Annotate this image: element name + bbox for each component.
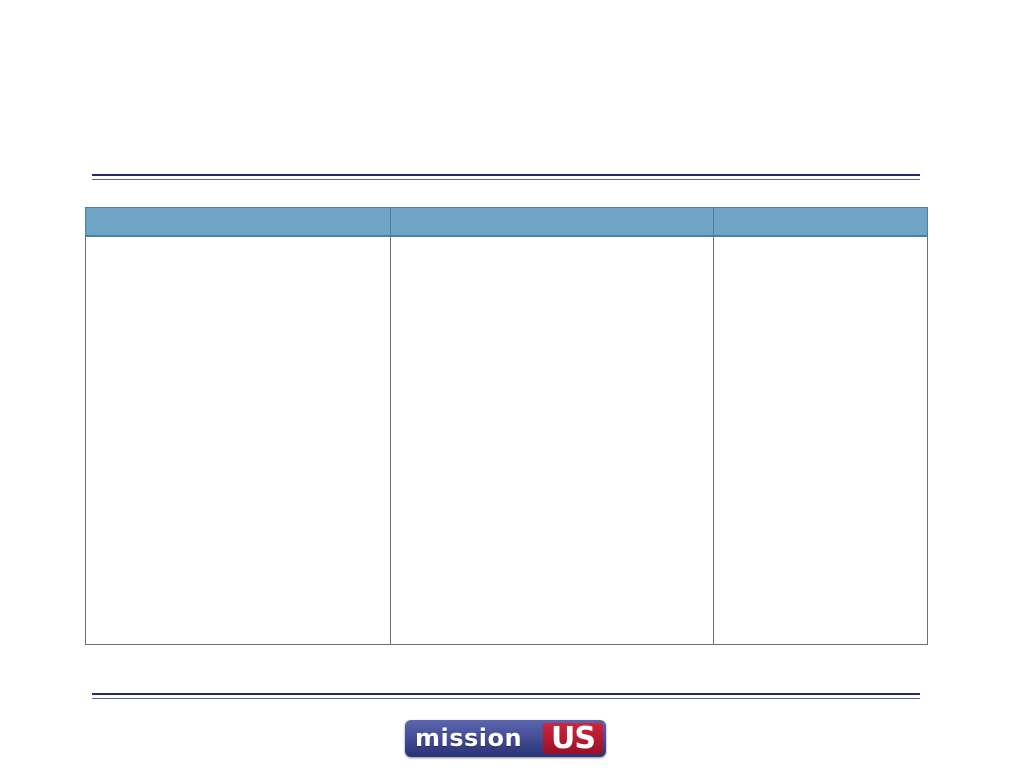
table-cell[interactable] xyxy=(712,236,929,645)
top-divider xyxy=(92,174,920,180)
table-row xyxy=(84,236,929,645)
logo-us-text: US xyxy=(551,721,596,756)
logo-wordmark: mission xyxy=(415,724,523,752)
column-header-2 xyxy=(390,207,714,237)
table-cell[interactable] xyxy=(84,236,392,645)
bottom-divider xyxy=(92,693,920,699)
table-header-row xyxy=(84,207,929,237)
column-header-1 xyxy=(84,207,392,237)
mission-us-logo: mission US xyxy=(405,720,606,757)
content-table xyxy=(84,207,929,645)
table-cell[interactable] xyxy=(390,236,714,645)
column-header-3 xyxy=(712,207,929,237)
logo-us-badge: US xyxy=(543,723,603,754)
